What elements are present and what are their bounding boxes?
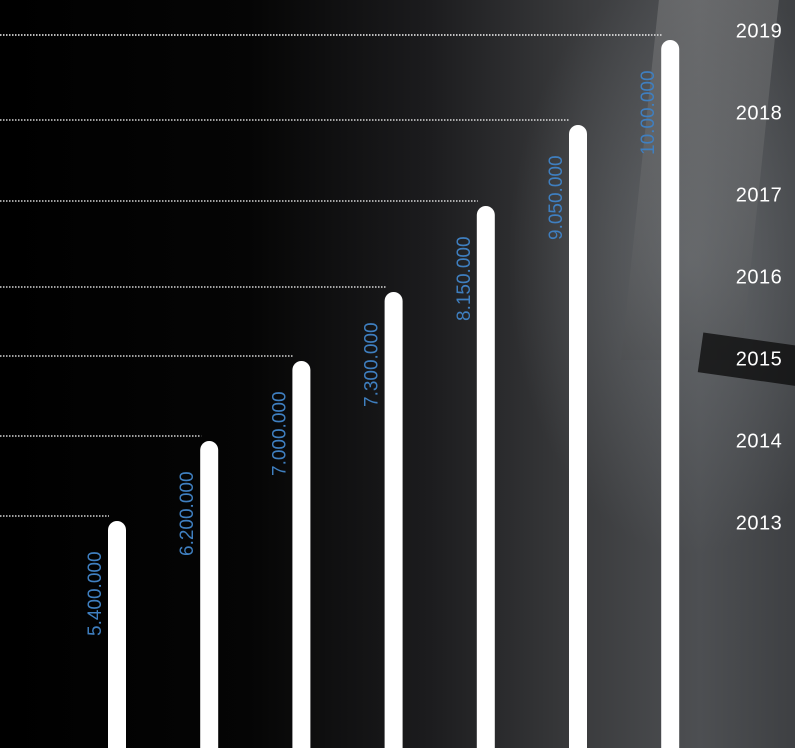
year-label-2019: 2019 <box>736 20 783 42</box>
value-label-2016: 7.300.000 <box>362 322 383 407</box>
value-label-2014: 6.200.000 <box>177 471 198 556</box>
value-label-2017: 8.150.000 <box>454 236 475 321</box>
value-label-2018: 9.050.000 <box>546 155 567 240</box>
year-label-2015: 2015 <box>736 348 783 370</box>
year-label-2017: 2017 <box>736 184 783 206</box>
year-label-2016: 2016 <box>736 266 783 288</box>
year-label-2014: 2014 <box>736 430 783 452</box>
value-label-2013: 5.400.000 <box>85 551 106 636</box>
year-label-2018: 2018 <box>736 102 783 124</box>
value-label-2015: 7.000.000 <box>269 391 290 476</box>
value-label-2019: 10.00.000 <box>638 70 659 155</box>
year-label-2013: 2013 <box>736 512 783 534</box>
